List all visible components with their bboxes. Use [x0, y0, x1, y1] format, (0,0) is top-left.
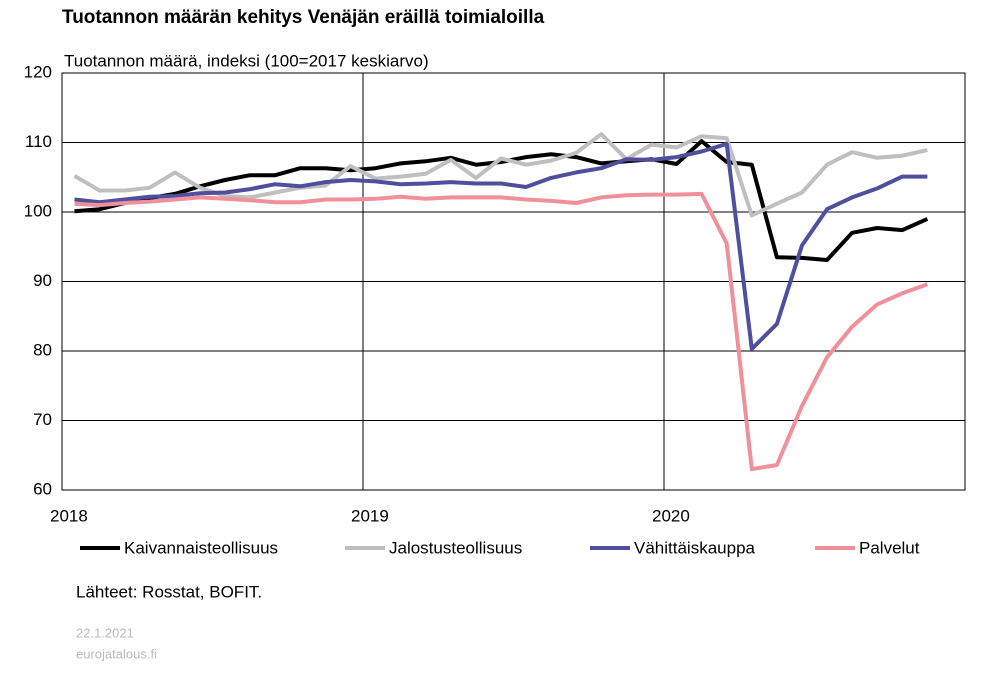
legend-label: Palvelut [859, 538, 920, 557]
y-tick-label: 90 [33, 271, 52, 290]
chart-title: Tuotannon määrän kehitys Venäjän eräillä… [62, 7, 545, 28]
site: eurojatalous.fi [76, 646, 157, 661]
chart-subtitle: Tuotannon määrä, indeksi (100=2017 keski… [64, 51, 429, 70]
y-tick-label: 60 [33, 479, 52, 498]
series-line [74, 141, 928, 351]
y-tick-label: 80 [33, 340, 52, 359]
y-tick-label: 70 [33, 410, 52, 429]
x-tick-label: 2019 [351, 506, 389, 525]
x-tick-label: 2018 [50, 506, 88, 525]
source: Lähteet: Rosstat, BOFIT. [76, 582, 262, 601]
legend-label: Jalostusteollisuus [389, 538, 522, 557]
series-line [73, 132, 928, 218]
legend-label: Vähittäiskauppa [634, 538, 756, 557]
date: 22.1.2021 [76, 625, 134, 640]
series-line [74, 139, 929, 262]
y-tick-label: 120 [24, 62, 52, 81]
plot-frame [61, 72, 966, 491]
y-tick-label: 100 [24, 201, 52, 220]
x-tick-label: 2020 [652, 506, 690, 525]
series-line [74, 191, 929, 472]
y-tick-label: 110 [25, 132, 52, 151]
legend-label: Kaivannaisteollisuus [124, 538, 278, 557]
